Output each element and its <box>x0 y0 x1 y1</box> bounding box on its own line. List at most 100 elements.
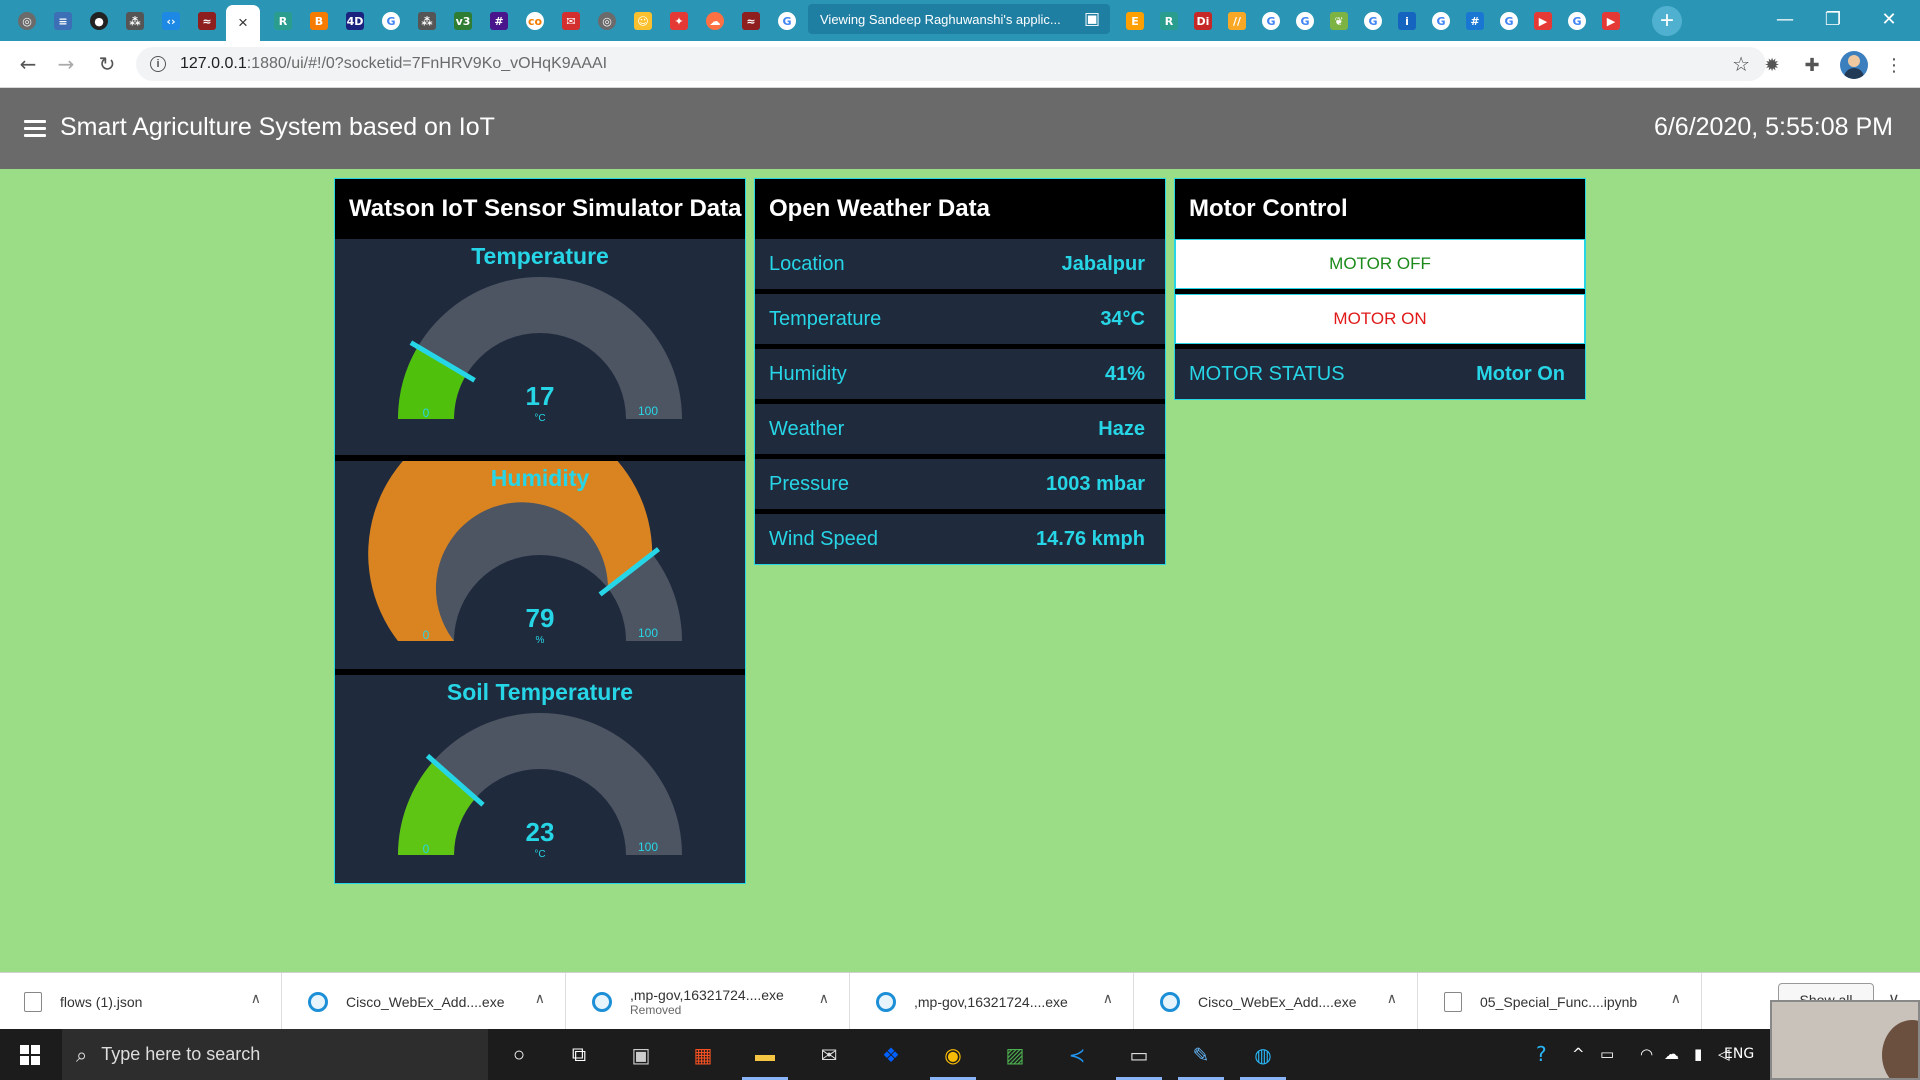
tab[interactable]: ≈ <box>734 6 768 36</box>
tab[interactable]: ✉ <box>554 6 588 36</box>
tab[interactable]: ≡ <box>46 6 80 36</box>
task-view-icon[interactable]: ⧉ <box>571 1043 587 1066</box>
cloud-icon[interactable]: ☁ <box>1664 1045 1679 1063</box>
tab[interactable]: R <box>1152 6 1186 36</box>
chevron-up-icon[interactable]: ∧ <box>818 991 829 1007</box>
back-arrow-icon[interactable]: ← <box>19 52 37 76</box>
file-explorer-icon[interactable]: ▬ <box>742 1040 788 1080</box>
chrome-icon[interactable]: ◉ <box>930 1040 976 1080</box>
chevron-down-icon[interactable]: ∨ <box>1888 989 1900 1008</box>
store-icon[interactable]: ▦ <box>693 1044 713 1067</box>
tab[interactable]: E <box>1118 6 1152 36</box>
address-bar[interactable]: i 127.0.0.1:1880/ui/#!/0?socketid=7FnHRV… <box>136 47 1766 81</box>
search-icon: ⌕ <box>76 1042 88 1067</box>
tab-active[interactable]: × <box>226 5 260 41</box>
tab[interactable]: ☺ <box>626 6 660 36</box>
chevron-up-icon[interactable]: ^ <box>1572 1045 1585 1063</box>
tab[interactable]: i <box>1390 6 1424 36</box>
tab[interactable]: G <box>1560 6 1594 36</box>
node-red-icon: ≈ <box>742 12 760 30</box>
screen-share-icon: ▣ <box>1083 9 1100 28</box>
download-item[interactable]: Cisco_WebEx_Add....exe ∧ <box>1136 973 1418 1030</box>
tab[interactable]: R <box>266 6 300 36</box>
paint-icon[interactable]: ✎ <box>1178 1040 1224 1080</box>
battery-icon[interactable]: ▭ <box>1600 1045 1615 1063</box>
webex-icon[interactable]: ◍ <box>1240 1040 1286 1080</box>
profile-avatar[interactable] <box>1840 51 1868 79</box>
windows-start-icon[interactable] <box>20 1045 40 1065</box>
mail-icon[interactable]: ✉ <box>820 1044 838 1067</box>
download-item[interactable]: flows (1).json ∧ <box>0 973 282 1030</box>
help-icon[interactable]: ? <box>1536 1042 1547 1066</box>
download-item[interactable]: Cisco_WebEx_Add....exe ∧ <box>284 973 566 1030</box>
tab[interactable]: G <box>1288 6 1322 36</box>
extensions-puzzle-icon[interactable]: ✚ <box>1804 54 1820 75</box>
close-icon[interactable]: × <box>238 13 248 32</box>
tab[interactable]: Di <box>1186 6 1220 36</box>
tab[interactable]: ◎ <box>10 6 44 36</box>
tab[interactable]: B <box>302 6 336 36</box>
new-tab-button[interactable]: + <box>1652 6 1682 36</box>
tab[interactable]: ● <box>82 6 116 36</box>
extension-bug-icon[interactable]: ✹ <box>1764 54 1780 75</box>
tab[interactable]: # <box>482 6 516 36</box>
chevron-up-icon[interactable]: ∧ <box>1670 991 1681 1007</box>
tab[interactable]: ⁂ <box>118 6 152 36</box>
tab[interactable]: co <box>518 6 552 36</box>
installer-icon <box>876 991 896 1012</box>
tab[interactable]: G <box>1424 6 1458 36</box>
tab[interactable]: G <box>374 6 408 36</box>
motor-on-button[interactable]: MOTOR ON <box>1175 294 1585 344</box>
gauge-needle <box>409 340 476 383</box>
tab[interactable]: G <box>1492 6 1526 36</box>
tab[interactable]: ▶ <box>1526 6 1560 36</box>
microphone-icon[interactable]: ▮ <box>1694 1045 1703 1063</box>
url-host: 127.0.0.1 <box>180 55 247 72</box>
terminal-icon[interactable]: ▭ <box>1116 1040 1162 1080</box>
volume-icon[interactable]: ◁ <box>1718 1045 1730 1063</box>
chevron-up-icon[interactable]: ∧ <box>1102 991 1113 1007</box>
download-item[interactable]: ,mp-gov,16321724....exe ∧ <box>852 973 1134 1030</box>
dropbox-icon[interactable]: ❖ <box>882 1044 900 1067</box>
tab[interactable]: // <box>1220 6 1254 36</box>
taskbar-search[interactable]: ⌕ Type here to search <box>62 1029 488 1080</box>
reload-icon[interactable]: ↻ <box>98 52 116 76</box>
tab[interactable]: ≈ <box>190 6 224 36</box>
tab[interactable]: G <box>1356 6 1390 36</box>
chevron-up-icon[interactable]: ∧ <box>1386 991 1397 1007</box>
tab[interactable]: ⁂ <box>410 6 444 36</box>
tab[interactable]: ✦ <box>662 6 696 36</box>
image-app-icon[interactable]: ▨ <box>1005 1044 1025 1067</box>
tab[interactable]: ❦ <box>1322 6 1356 36</box>
language-indicator[interactable]: ENG <box>1724 1046 1755 1062</box>
minimize-button[interactable]: — <box>1776 8 1794 30</box>
tab[interactable]: ☁ <box>698 6 732 36</box>
screen-share-label: Viewing Sandeep Raghuwanshi's applic... <box>820 11 1061 27</box>
window-close-button[interactable]: ✕ <box>1881 8 1897 30</box>
restore-button[interactable]: ❐ <box>1824 8 1842 30</box>
hamburger-menu-icon[interactable] <box>24 120 46 137</box>
download-item[interactable]: ,mp-gov,16321724....exe Removed ∧ <box>568 973 850 1030</box>
cortana-icon[interactable]: ○ <box>512 1043 526 1066</box>
forward-arrow-icon[interactable]: → <box>57 52 75 76</box>
tab[interactable]: 4D <box>338 6 372 36</box>
tab[interactable]: v3 <box>446 6 480 36</box>
tab[interactable]: ‹› <box>154 6 188 36</box>
vscode-icon[interactable]: ≺ <box>1068 1044 1086 1067</box>
tab[interactable]: G <box>770 6 804 36</box>
motor-off-button[interactable]: MOTOR OFF <box>1175 239 1585 289</box>
menu-kebab-icon[interactable]: ⋮ <box>1885 54 1903 75</box>
tab[interactable]: # <box>1458 6 1492 36</box>
screen-share-tab[interactable]: Viewing Sandeep Raghuwanshi's applic... … <box>808 4 1110 34</box>
wifi-icon[interactable]: ◠ <box>1640 1045 1654 1063</box>
download-item[interactable]: 05_Special_Func....ipynb ∧ <box>1420 973 1702 1030</box>
info-icon[interactable]: i <box>150 56 166 72</box>
app-icon[interactable]: ▣ <box>631 1044 651 1067</box>
chevron-up-icon[interactable]: ∧ <box>534 991 545 1007</box>
chevron-up-icon[interactable]: ∧ <box>250 991 261 1007</box>
globe-icon: ◎ <box>598 12 616 30</box>
bookmark-star-icon[interactable]: ☆ <box>1732 54 1750 76</box>
tab[interactable]: ▶ <box>1594 6 1628 36</box>
tab[interactable]: ◎ <box>590 6 624 36</box>
tab[interactable]: G <box>1254 6 1288 36</box>
